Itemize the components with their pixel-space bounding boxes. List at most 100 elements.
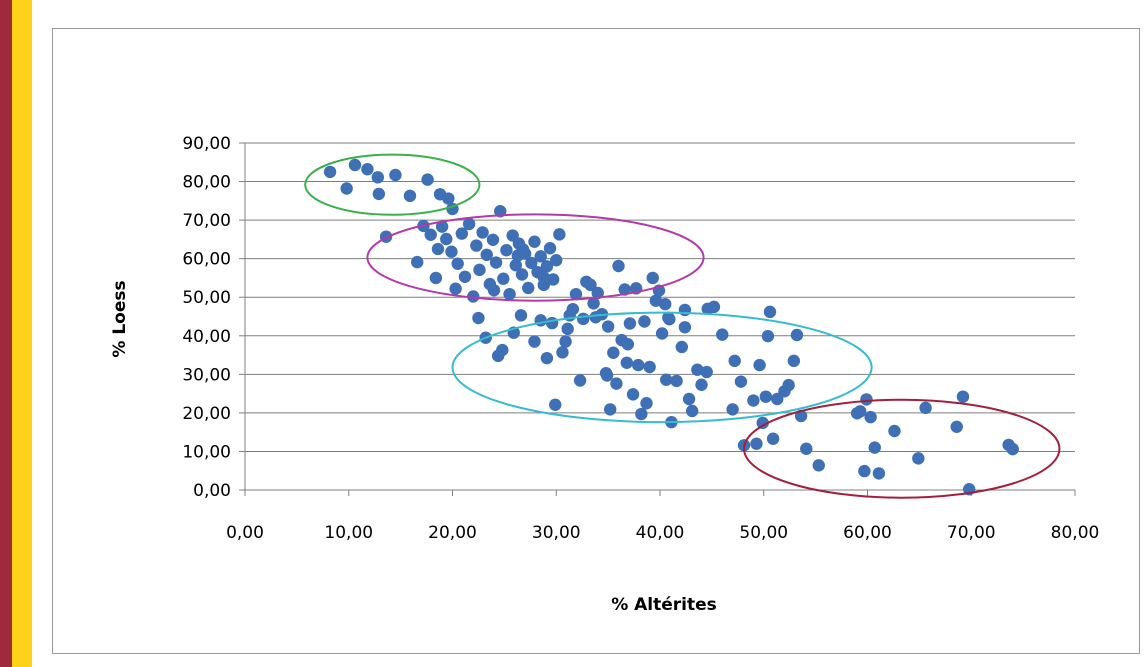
data-point: [790, 328, 804, 342]
data-point: [445, 245, 458, 258]
data-point: [632, 358, 645, 372]
data-point: [864, 410, 877, 424]
x-tick-label: 40,00: [636, 523, 685, 543]
data-point: [500, 243, 513, 257]
data-point: [912, 452, 925, 465]
data-point: [872, 467, 886, 480]
data-point: [670, 374, 683, 388]
data-point: [868, 441, 881, 454]
data-point: [716, 328, 729, 341]
data-points: [323, 158, 1019, 496]
data-point: [509, 259, 522, 272]
x-tick-label: 0,00: [226, 523, 264, 543]
data-point: [361, 163, 374, 176]
data-point: [549, 398, 562, 411]
data-point: [678, 303, 692, 317]
cluster-ellipse: [304, 153, 481, 216]
data-point: [511, 249, 525, 262]
data-point: [587, 297, 600, 310]
data-point: [678, 321, 692, 334]
data-point: [473, 263, 486, 277]
data-point: [440, 232, 453, 246]
data-point: [771, 392, 784, 406]
data-point: [858, 464, 871, 478]
data-point: [540, 260, 554, 273]
y-tick-label: 70,00: [182, 211, 231, 231]
data-point: [854, 405, 867, 418]
data-point: [685, 404, 699, 418]
data-point: [747, 394, 760, 407]
data-point: [496, 343, 509, 357]
data-point: [612, 259, 625, 273]
data-point: [573, 374, 587, 387]
data-point: [470, 239, 483, 252]
chart-frame: 0,00 10,00 20,00 30,00 40,00 50,00 60,00 70,00 8…: [52, 28, 1140, 654]
data-point: [640, 397, 653, 410]
data-point: [759, 390, 773, 403]
cluster-ellipse: [366, 213, 705, 302]
data-point: [577, 312, 590, 326]
data-point: [888, 424, 901, 438]
data-point: [472, 311, 485, 325]
data-point: [421, 173, 434, 186]
data-point: [734, 375, 748, 388]
y-tick-label: 50,00: [182, 288, 231, 308]
data-point: [626, 388, 640, 401]
data-point: [782, 378, 795, 392]
x-tick-label: 30,00: [532, 523, 581, 543]
data-point: [860, 393, 873, 406]
data-point: [621, 338, 635, 351]
data-point: [750, 437, 763, 450]
data-point: [556, 346, 569, 359]
data-point: [553, 228, 566, 241]
data-point: [635, 407, 648, 421]
x-tick-label: 80,00: [1051, 523, 1100, 543]
data-point: [429, 271, 443, 285]
data-point: [323, 165, 337, 179]
data-point: [449, 282, 462, 295]
data-point: [753, 358, 766, 372]
data-point: [589, 311, 602, 324]
data-point: [1006, 442, 1019, 456]
x-axis-title: % Altérites: [611, 595, 717, 615]
y-tick-label: 20,00: [182, 404, 231, 424]
data-point: [675, 340, 688, 354]
data-point: [540, 351, 554, 365]
data-point: [372, 187, 386, 201]
data-point: [537, 271, 550, 284]
data-point: [451, 257, 464, 270]
y-axis-title: % Loess: [110, 280, 130, 357]
x-tick-label: 50,00: [739, 523, 788, 543]
cluster-ellipse: [451, 311, 873, 424]
data-point: [607, 346, 620, 359]
left-border-bar: [0, 0, 12, 667]
data-point: [691, 363, 704, 376]
data-point: [534, 314, 547, 327]
data-point: [763, 305, 777, 319]
scatter-chart: 0,00 10,00 20,00 30,00 40,00 50,00 60,00 70,00 8…: [110, 134, 1100, 615]
data-point: [528, 335, 541, 348]
data-point: [467, 290, 480, 303]
data-point: [800, 442, 813, 455]
data-point: [550, 254, 563, 267]
data-point: [620, 356, 633, 369]
data-point: [489, 256, 503, 269]
y-tick-label: 40,00: [182, 327, 231, 347]
cluster-ellipse: [743, 398, 1061, 499]
y-tick-label: 90,00: [182, 134, 231, 154]
data-point: [700, 365, 713, 379]
y-tick-label: 30,00: [182, 365, 231, 385]
cluster-ellipses: [304, 153, 1061, 499]
data-point: [649, 294, 663, 307]
data-point: [766, 432, 780, 445]
data-point: [663, 312, 676, 326]
x-tick-label: 60,00: [843, 523, 892, 543]
data-point: [726, 403, 739, 416]
data-point: [561, 322, 574, 336]
data-point: [487, 284, 501, 297]
y-tick-label: 0,00: [193, 481, 231, 501]
data-point: [503, 287, 516, 301]
data-point: [480, 248, 493, 262]
data-point: [340, 182, 353, 195]
data-point: [584, 278, 597, 292]
